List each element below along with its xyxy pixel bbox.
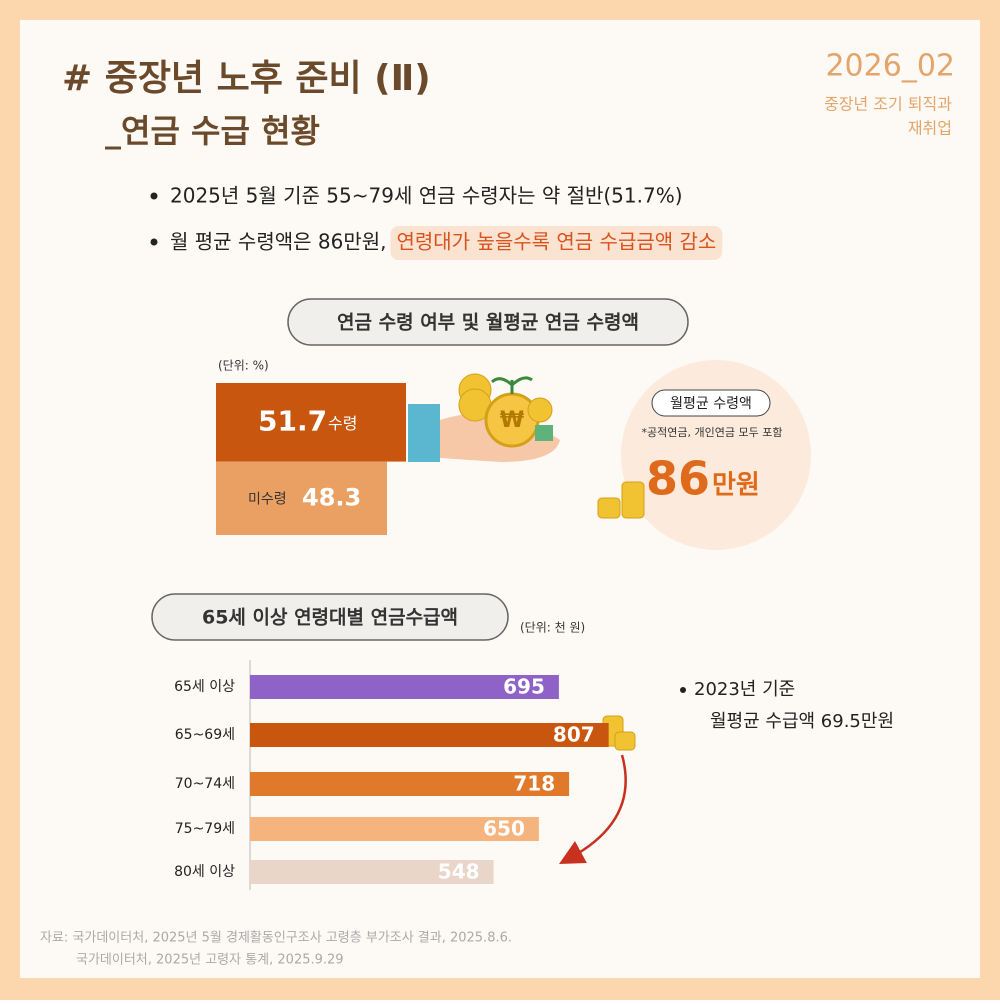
bar	[250, 860, 494, 884]
bullet: 2025년 5월 기준 55~79세 연금 수령자는 약 절반(51.7%)	[170, 184, 683, 208]
data-label: 695	[503, 675, 545, 699]
issue: 2026_02	[825, 49, 955, 84]
bar	[250, 817, 539, 841]
data-label: 807	[553, 723, 595, 747]
annotation: 월평균 수급액 69.5만원	[710, 711, 894, 732]
bar	[250, 772, 570, 796]
category-label: 80세 이상	[174, 864, 235, 880]
series-name: 재취업	[908, 119, 952, 138]
bar-segment	[216, 461, 387, 535]
trend-arrow	[559, 754, 627, 864]
callout-pill	[651, 389, 771, 417]
callout-value: 86	[646, 452, 710, 506]
unit: (단위: %)	[218, 359, 269, 373]
title-pill	[151, 593, 509, 641]
bullet: 월 평균 수령액은 86만원,	[170, 230, 386, 254]
coin-stack	[597, 481, 645, 519]
bullet-dot	[150, 192, 158, 200]
unit: (단위: 천 원)	[520, 620, 585, 635]
data-label: 650	[483, 817, 525, 841]
category-label: 수령	[328, 414, 357, 433]
highlight	[390, 226, 723, 260]
data-label: 548	[438, 860, 480, 884]
title-pill	[287, 298, 689, 346]
bullet-dot	[150, 238, 158, 246]
category-label: 75~79세	[175, 821, 235, 837]
source: 국가데이터처, 2025년 고령자 통계, 2025.9.29	[76, 953, 344, 968]
chart-title: 연금 수령 여부 및 월평균 연금 수령액	[337, 312, 639, 334]
callout-unit: 만원	[712, 471, 760, 501]
callout-label: 월평균 수령액	[670, 396, 752, 412]
series-name: 중장년 조기 퇴직과	[824, 95, 952, 114]
hand-illustration: ₩	[408, 373, 560, 462]
category-label: 65세 이상	[174, 679, 235, 695]
callout-note: *공적연금, 개인연금 모두 포함	[642, 426, 783, 439]
svg-text:₩: ₩	[500, 408, 524, 433]
annotation: 2023년 기준	[694, 679, 795, 700]
subtitle: _연금 수급 현황	[105, 112, 320, 150]
category-label: 70~74세	[175, 776, 235, 792]
bullet-highlight: 연령대가 높을수록 연금 수급금액 감소	[396, 230, 716, 254]
title: # 중장년 노후 준비 (Ⅱ)	[62, 58, 431, 99]
bar	[250, 723, 609, 747]
data-label: 51.7	[258, 404, 327, 437]
data-label: 718	[513, 772, 555, 796]
category-label: 미수령	[248, 491, 287, 507]
chart-title: 65세 이상 연령대별 연금수급액	[202, 607, 458, 629]
source: 자료: 국가데이터처, 2025년 5월 경제활동인구조사 고령층 부가조사 결…	[40, 931, 512, 946]
bullet-dot	[680, 687, 686, 693]
bar-segment	[216, 383, 406, 462]
category-label: 65~69세	[175, 727, 235, 743]
data-label: 48.3	[302, 483, 361, 511]
bar	[250, 675, 559, 699]
